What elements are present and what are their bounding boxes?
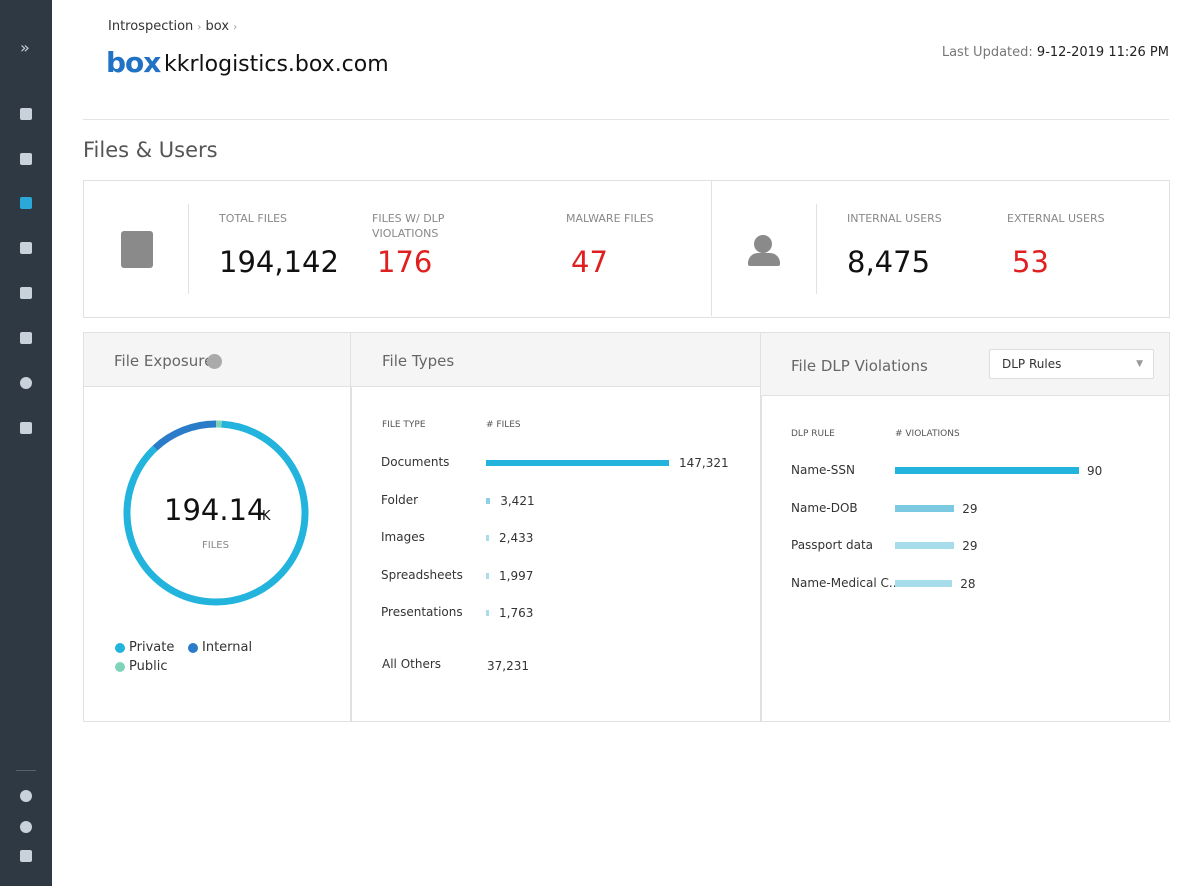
bar — [895, 542, 955, 549]
database-icon[interactable] — [20, 332, 32, 344]
row-value: 1,997 — [499, 568, 534, 583]
breadcrumb-link[interactable]: Introspection — [108, 19, 194, 34]
column-header: # FILES — [486, 420, 521, 430]
column-header: # VIOLATIONS — [895, 429, 960, 439]
panel-header — [351, 333, 761, 387]
stat-value: 47 — [571, 245, 608, 279]
help-icon[interactable] — [20, 821, 32, 833]
shield-icon[interactable] — [20, 242, 32, 254]
row-name: Presentations — [381, 605, 463, 619]
donut-segment — [152, 420, 217, 451]
row-value: 1,763 — [499, 606, 534, 620]
bar — [895, 467, 1079, 474]
panel-title: File Types — [382, 352, 455, 370]
divider — [816, 204, 817, 294]
legend-dot — [188, 643, 198, 653]
settings-icon[interactable] — [20, 790, 32, 802]
file-icon — [121, 231, 153, 268]
panel-title: File Exposure — [114, 352, 214, 370]
row-name: Spreadsheets — [381, 567, 463, 582]
legend-label: Private — [129, 640, 175, 655]
stat-value: 194,142 — [219, 245, 339, 279]
bar — [486, 535, 490, 541]
row-name: Images — [381, 530, 425, 544]
logo: box — [106, 46, 161, 79]
bar — [486, 610, 489, 616]
row-name: Name-DOB — [791, 500, 858, 515]
expand-icon[interactable]: » — [20, 38, 30, 57]
file-types-panel: File Types FILE TYPE # FILES All Others … — [350, 332, 762, 722]
updated-value: 9-12-2019 11:26 PM — [1036, 45, 1169, 60]
row-value: 29 — [962, 539, 978, 553]
stat-label: FILES W/ DLP VIOLATIONS — [372, 212, 445, 240]
stat-value: 176 — [377, 245, 433, 279]
bar — [486, 572, 489, 579]
column-header: FILE TYPE — [382, 420, 426, 430]
legend-dot — [115, 643, 125, 653]
row-name: Name-SSN — [791, 463, 855, 477]
row-value: 28 — [960, 576, 976, 591]
bar — [895, 579, 953, 587]
section-title: Files & Users — [83, 138, 218, 162]
column-header: DLP RULE — [791, 429, 835, 439]
donut-unit: K — [262, 509, 271, 524]
bar — [486, 460, 669, 466]
row-value: 90 — [1087, 464, 1103, 478]
divider — [16, 770, 36, 771]
report-icon[interactable] — [20, 287, 32, 299]
donut-caption: FILES — [202, 540, 229, 551]
exposure-panel: File Exposure — [83, 332, 352, 722]
doc-icon[interactable] — [20, 422, 32, 434]
cloud-icon[interactable] — [20, 377, 32, 389]
user-icon[interactable] — [20, 850, 32, 862]
sidebar: » — [0, 0, 52, 886]
stats-card — [83, 180, 1170, 318]
dropdown-label: DLP Rules — [1002, 357, 1062, 371]
breadcrumb-link[interactable]: box — [205, 19, 230, 34]
stat-label: MALWARE FILES — [566, 212, 654, 225]
divider — [711, 181, 712, 316]
user-icon — [748, 253, 780, 266]
donut-segment — [123, 420, 309, 606]
bar — [895, 504, 955, 512]
dlp-panel: File DLP Violations DLP Rules ▼ DLP RULE… — [760, 332, 1170, 722]
donut-total: 194.14 — [164, 493, 266, 527]
row-value: 29 — [962, 501, 978, 516]
row-value: 147,321 — [679, 456, 729, 470]
info-icon[interactable] — [207, 354, 222, 369]
row-name: Name-Medical C... — [791, 575, 901, 590]
home-icon[interactable] — [20, 108, 32, 120]
stat-label: EXTERNAL USERS — [1007, 212, 1105, 225]
row-value: 37,231 — [487, 659, 529, 673]
row-value: 2,433 — [499, 531, 534, 545]
row-name: All Others — [382, 657, 442, 671]
stat-value: 53 — [1012, 245, 1049, 279]
stat-label: INTERNAL USERS — [847, 212, 942, 225]
row-name: Documents — [381, 455, 450, 469]
stat-value: 8,475 — [847, 245, 931, 279]
last-updated: Last Updated: 9-12-2019 11:26 PM — [942, 45, 1169, 60]
bar — [486, 497, 491, 504]
page-title: kkrlogistics.box.com — [164, 52, 389, 77]
legend-label: Public — [129, 659, 168, 674]
divider — [188, 204, 189, 294]
divider — [83, 119, 1169, 120]
legend-dot — [115, 662, 125, 672]
user-icon — [754, 235, 772, 253]
row-name: Passport data — [791, 538, 873, 552]
row-value: 3,421 — [500, 493, 535, 508]
files-icon[interactable] — [20, 197, 32, 209]
legend-label: Internal — [202, 640, 253, 655]
panel-title: File DLP Violations — [791, 357, 928, 375]
alert-icon[interactable] — [20, 153, 32, 165]
updated-label: Last Updated: — [941, 45, 1033, 60]
row-name: Folder — [381, 492, 419, 507]
breadcrumb: Introspection › box › — [108, 19, 238, 34]
dropdown[interactable]: DLP Rules ▼ — [989, 349, 1154, 379]
stat-label: TOTAL FILES — [219, 212, 288, 225]
